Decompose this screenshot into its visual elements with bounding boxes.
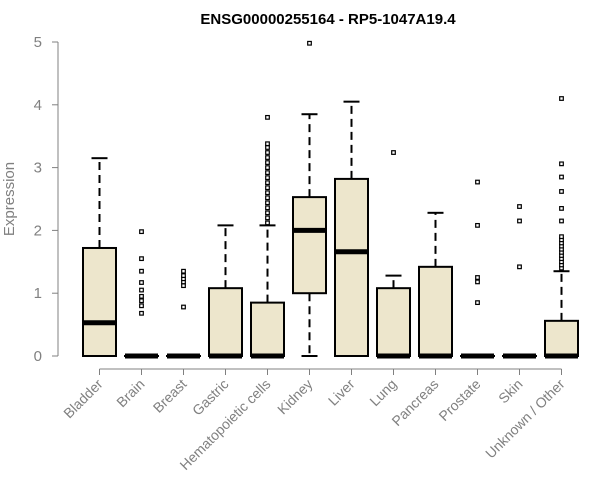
box-hematopoietic-cells: [250, 114, 285, 359]
chart-title: ENSG00000255164 - RP5-1047A19.4: [200, 11, 456, 28]
box-pancreas: [418, 211, 453, 359]
x-tick-label: Breast: [150, 376, 190, 416]
outlier-point: [559, 96, 564, 101]
outlier-point: [475, 300, 480, 306]
box-bladder: [82, 157, 117, 357]
outlier-point: [265, 180, 270, 186]
outlier-point: [559, 218, 564, 224]
box-liver: [334, 100, 369, 357]
box-gastric: [208, 224, 243, 359]
x-tick-label: Prostate: [435, 376, 483, 424]
y-tick-label: 1: [34, 285, 42, 302]
outlier-point: [265, 205, 270, 211]
outlier-point: [559, 174, 564, 180]
outlier-point: [181, 283, 186, 289]
y-axis: 0 1 2 3 4 5: [34, 34, 59, 365]
outlier-point: [265, 114, 270, 120]
y-tick-label: 5: [34, 34, 42, 51]
box-brain: [124, 229, 159, 359]
outlier-point: [265, 150, 270, 155]
y-tick-label: 0: [34, 348, 42, 365]
outlier-point: [139, 287, 144, 293]
outlier-point: [265, 141, 270, 147]
outlier-point: [265, 165, 270, 171]
outlier-point: [559, 161, 564, 167]
outlier-point: [181, 268, 186, 274]
x-tick-label: Bladder: [60, 376, 106, 422]
x-tick-label: Kidney: [274, 376, 316, 418]
outlier-point: [475, 179, 480, 185]
box-lung: [376, 150, 411, 359]
box-iqr: [544, 319, 579, 357]
outlier-point: [139, 268, 144, 274]
y-axis-title: Expression: [1, 162, 18, 236]
box-breast: [166, 268, 201, 359]
outlier-point: [265, 220, 270, 226]
outlier-point: [475, 222, 480, 228]
outlier-point: [265, 195, 270, 201]
outlier-point: [181, 304, 186, 310]
x-tick-label: Skin: [495, 376, 526, 407]
outlier-point: [265, 155, 270, 160]
boxes: [82, 40, 579, 359]
outlier-point: [139, 280, 144, 285]
box-skin: [502, 204, 537, 359]
outlier-point: [559, 234, 564, 240]
outlier-point: [139, 310, 144, 316]
x-tick-label: Lung: [366, 376, 399, 409]
box-iqr: [334, 177, 369, 357]
outlier-point: [265, 215, 270, 221]
outlier-point: [139, 256, 144, 262]
outlier-point: [475, 275, 480, 280]
x-tick-label: Brain: [113, 376, 147, 410]
box-iqr: [208, 287, 243, 357]
box-iqr: [82, 246, 117, 357]
outlier-point: [139, 298, 144, 304]
outlier-point: [517, 264, 522, 270]
outlier-point: [265, 190, 270, 196]
outlier-point: [475, 279, 480, 285]
outlier-point: [559, 206, 564, 211]
outlier-point: [265, 200, 270, 206]
box-unknown-other: [544, 96, 579, 359]
outlier-point: [265, 170, 270, 176]
outlier-point: [265, 145, 270, 150]
x-tick-label: Pancreas: [388, 376, 441, 429]
outlier-point: [307, 40, 312, 46]
box-kidney: [292, 40, 327, 357]
outlier-point: [181, 273, 186, 279]
outlier-point: [265, 175, 270, 181]
box-prostate: [460, 179, 495, 359]
y-tick-label: 2: [34, 222, 42, 239]
outlier-point: [139, 293, 144, 299]
y-tick-label: 4: [34, 97, 42, 114]
outlier-point: [265, 160, 270, 165]
outlier-point: [265, 210, 270, 216]
outlier-point: [139, 303, 144, 309]
box-iqr: [376, 287, 411, 357]
outlier-point: [265, 185, 270, 191]
outlier-point: [559, 189, 564, 194]
box-iqr: [292, 196, 327, 295]
outlier-point: [139, 229, 144, 235]
outlier-point: [391, 150, 396, 155]
x-tick-label: Unknown / Other: [482, 376, 568, 462]
box-iqr: [250, 301, 285, 357]
y-tick-label: 3: [34, 160, 42, 177]
outlier-point: [517, 204, 522, 209]
x-tick-label: Liver: [325, 376, 358, 409]
outlier-point: [517, 218, 522, 224]
box-iqr: [418, 265, 453, 358]
